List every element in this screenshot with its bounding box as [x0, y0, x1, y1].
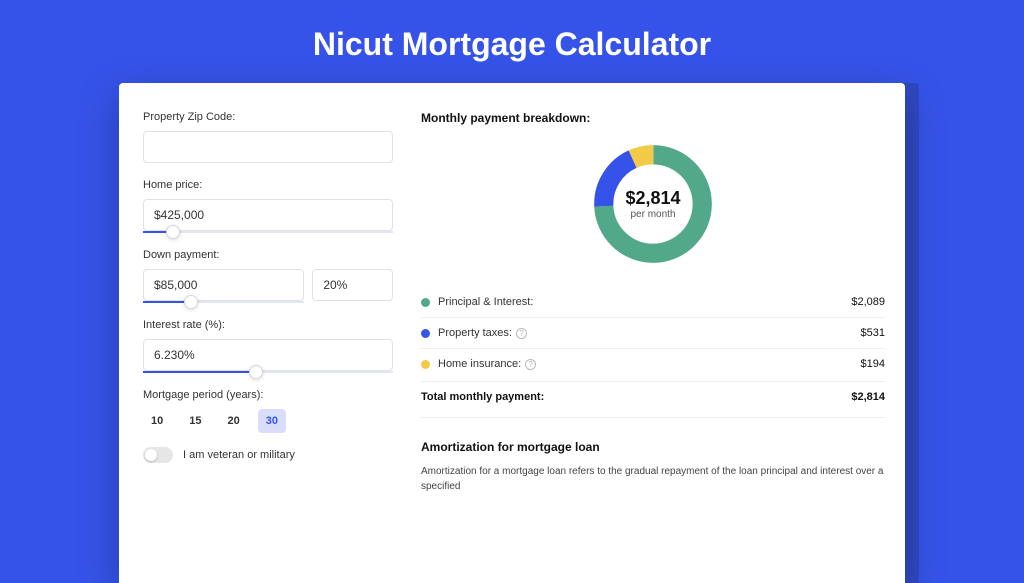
legend-label: Home insurance:? — [438, 358, 861, 370]
legend-value: $531 — [861, 327, 885, 339]
home-price-slider-thumb[interactable] — [166, 225, 180, 239]
calculator-card: Property Zip Code: Home price: Down paym… — [119, 83, 905, 583]
legend-dot — [421, 360, 430, 369]
zip-input[interactable] — [143, 131, 393, 163]
zip-label: Property Zip Code: — [143, 111, 393, 123]
legend-dot — [421, 329, 430, 338]
period-options: 10 15 20 30 — [143, 409, 393, 433]
page-title: Nicut Mortgage Calculator — [0, 0, 1024, 83]
period-option-30[interactable]: 30 — [258, 409, 286, 433]
total-label: Total monthly payment: — [421, 391, 851, 403]
veteran-row: I am veteran or military — [143, 447, 393, 463]
amortization-title: Amortization for mortgage loan — [421, 440, 885, 454]
legend-row: Home insurance:?$194 — [421, 349, 885, 379]
legend-row: Principal & Interest:$2,089 — [421, 287, 885, 318]
legend-label: Property taxes:? — [438, 327, 861, 339]
interest-rate-field: Interest rate (%): — [143, 319, 393, 373]
inputs-panel: Property Zip Code: Home price: Down paym… — [143, 111, 393, 583]
donut-chart-wrap: $2,814 per month — [421, 139, 885, 269]
down-payment-label: Down payment: — [143, 249, 393, 261]
legend-row: Property taxes:?$531 — [421, 318, 885, 349]
donut-sub: per month — [630, 209, 675, 220]
legend: Principal & Interest:$2,089Property taxe… — [421, 287, 885, 379]
zip-field: Property Zip Code: — [143, 111, 393, 163]
home-price-slider[interactable] — [143, 231, 393, 233]
home-price-label: Home price: — [143, 179, 393, 191]
total-row: Total monthly payment: $2,814 — [421, 381, 885, 417]
down-payment-amount-input[interactable] — [143, 269, 304, 301]
down-payment-percent-input[interactable] — [312, 269, 393, 301]
home-price-input[interactable] — [143, 199, 393, 231]
legend-dot — [421, 298, 430, 307]
legend-label: Principal & Interest: — [438, 296, 851, 308]
interest-rate-label: Interest rate (%): — [143, 319, 393, 331]
interest-rate-slider[interactable] — [143, 371, 393, 373]
veteran-label: I am veteran or military — [183, 449, 295, 461]
donut-chart: $2,814 per month — [588, 139, 718, 269]
amortization-body: Amortization for a mortgage loan refers … — [421, 464, 885, 494]
period-option-10[interactable]: 10 — [143, 409, 171, 433]
period-label: Mortgage period (years): — [143, 389, 393, 401]
period-field: Mortgage period (years): 10 15 20 30 — [143, 389, 393, 433]
info-icon[interactable]: ? — [516, 328, 527, 339]
interest-rate-input[interactable] — [143, 339, 393, 371]
legend-value: $2,089 — [851, 296, 885, 308]
period-option-20[interactable]: 20 — [220, 409, 248, 433]
veteran-toggle[interactable] — [143, 447, 173, 463]
interest-rate-slider-thumb[interactable] — [249, 365, 263, 379]
info-icon[interactable]: ? — [525, 359, 536, 370]
total-value: $2,814 — [851, 391, 885, 403]
breakdown-title: Monthly payment breakdown: — [421, 111, 885, 125]
home-price-field: Home price: — [143, 179, 393, 233]
down-payment-field: Down payment: — [143, 249, 393, 303]
down-payment-slider-thumb[interactable] — [184, 295, 198, 309]
donut-amount: $2,814 — [625, 188, 680, 209]
donut-center: $2,814 per month — [588, 139, 718, 269]
period-option-15[interactable]: 15 — [181, 409, 209, 433]
amortization-section: Amortization for mortgage loan Amortizat… — [421, 417, 885, 494]
legend-value: $194 — [861, 358, 885, 370]
breakdown-panel: Monthly payment breakdown: $2,814 per mo… — [393, 111, 885, 583]
down-payment-slider[interactable] — [143, 301, 304, 303]
